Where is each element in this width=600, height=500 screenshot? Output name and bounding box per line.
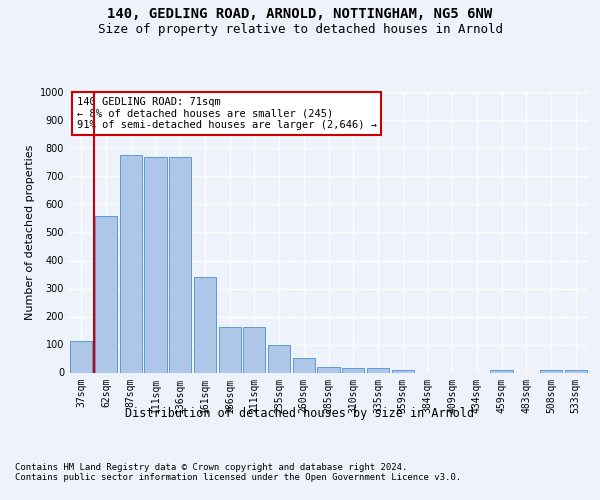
Bar xyxy=(194,276,216,372)
Bar xyxy=(293,358,315,372)
Bar xyxy=(540,370,562,372)
Text: 140, GEDLING ROAD, ARNOLD, NOTTINGHAM, NG5 6NW: 140, GEDLING ROAD, ARNOLD, NOTTINGHAM, N… xyxy=(107,8,493,22)
Bar xyxy=(367,368,389,372)
Bar xyxy=(145,157,167,372)
Bar xyxy=(490,370,512,372)
Bar xyxy=(70,341,92,372)
Bar xyxy=(169,157,191,372)
Bar xyxy=(243,327,265,372)
Text: 140 GEDLING ROAD: 71sqm
← 8% of detached houses are smaller (245)
91% of semi-de: 140 GEDLING ROAD: 71sqm ← 8% of detached… xyxy=(77,96,377,130)
Text: Size of property relative to detached houses in Arnold: Size of property relative to detached ho… xyxy=(97,22,503,36)
Bar xyxy=(218,327,241,372)
Bar xyxy=(119,156,142,372)
Bar xyxy=(95,216,117,372)
Text: Distribution of detached houses by size in Arnold: Distribution of detached houses by size … xyxy=(125,408,475,420)
Bar xyxy=(565,370,587,372)
Bar xyxy=(317,367,340,372)
Bar xyxy=(268,346,290,372)
Bar xyxy=(342,368,364,372)
Text: Contains HM Land Registry data © Crown copyright and database right 2024.
Contai: Contains HM Land Registry data © Crown c… xyxy=(15,462,461,482)
Bar xyxy=(392,370,414,372)
Y-axis label: Number of detached properties: Number of detached properties xyxy=(25,145,35,320)
